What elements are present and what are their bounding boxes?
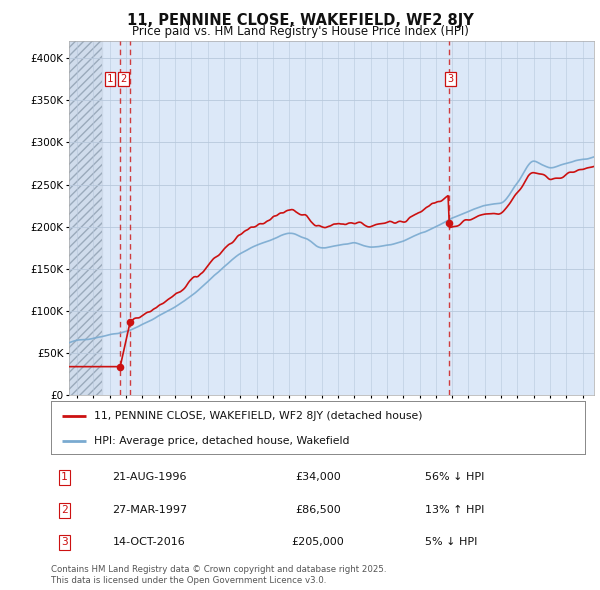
Point [125,317,135,327]
Bar [69,41,101,395]
Point [115,362,125,371]
Text: 3: 3 [448,74,454,84]
Text: Price paid vs. HM Land Registry's House Price Index (HPI): Price paid vs. HM Land Registry's House … [131,25,469,38]
Text: 56% ↓ HPI: 56% ↓ HPI [425,472,484,482]
Text: 14-OCT-2016: 14-OCT-2016 [112,537,185,548]
Text: 27-MAR-1997: 27-MAR-1997 [112,505,188,515]
Bar [69,41,101,395]
Text: 11, PENNINE CLOSE, WAKEFIELD, WF2 8JY: 11, PENNINE CLOSE, WAKEFIELD, WF2 8JY [127,13,473,28]
Text: 13% ↑ HPI: 13% ↑ HPI [425,505,484,515]
Text: £205,000: £205,000 [292,537,344,548]
Text: HPI: Average price, detached house, Wakefield: HPI: Average price, detached house, Wake… [94,436,349,446]
Text: 1: 1 [107,74,113,84]
Text: 5% ↓ HPI: 5% ↓ HPI [425,537,477,548]
Text: Contains HM Land Registry data © Crown copyright and database right 2025.
This d: Contains HM Land Registry data © Crown c… [51,565,386,585]
Text: 1: 1 [61,472,68,482]
Text: 21-AUG-1996: 21-AUG-1996 [112,472,187,482]
Text: 3: 3 [61,537,68,548]
Point [444,218,454,227]
Text: 2: 2 [121,74,127,84]
Text: 2: 2 [61,505,68,515]
Text: £86,500: £86,500 [295,505,341,515]
Text: £34,000: £34,000 [295,472,341,482]
Text: 11, PENNINE CLOSE, WAKEFIELD, WF2 8JY (detached house): 11, PENNINE CLOSE, WAKEFIELD, WF2 8JY (d… [94,411,422,421]
